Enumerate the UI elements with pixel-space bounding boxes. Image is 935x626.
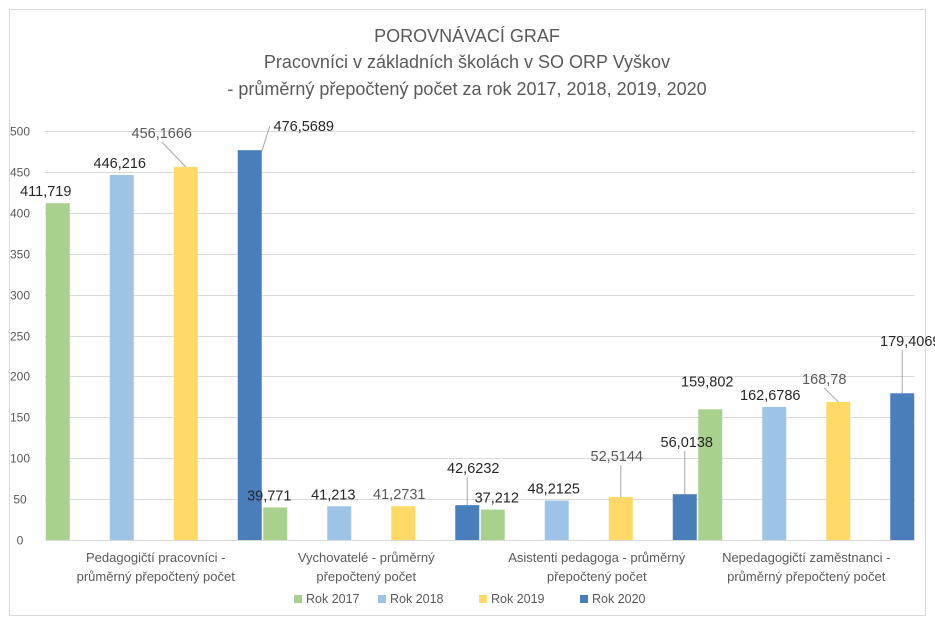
data-label: 41,213 xyxy=(311,487,355,503)
y-tick-label: 50 xyxy=(13,493,27,507)
bar xyxy=(237,150,262,541)
legend-label: Rok 2020 xyxy=(592,592,646,606)
data-label: 56,0138 xyxy=(661,435,713,451)
bar xyxy=(480,509,505,540)
y-tick-label: 200 xyxy=(10,370,30,384)
y-tick-label: 450 xyxy=(10,166,30,180)
bar xyxy=(544,500,569,540)
bar xyxy=(890,393,915,540)
legend-swatch xyxy=(294,595,302,603)
bar xyxy=(608,497,633,540)
data-label: 168,78 xyxy=(802,372,846,388)
x-tick-label: přepočtený počet xyxy=(547,569,647,584)
y-tick-label: 500 xyxy=(10,125,30,139)
chart-subtitle-line: Pracovníci v základních školách v SO ORP… xyxy=(264,52,670,72)
legend-label: Rok 2017 xyxy=(306,592,360,606)
bars xyxy=(45,150,915,541)
legend-swatch xyxy=(580,595,588,603)
x-tick-label: Vychovatelé - průměrný xyxy=(298,550,435,565)
x-axis-ticks: Pedagogičtí pracovníci - průměrný přepočt… xyxy=(77,550,891,584)
bar xyxy=(263,507,288,540)
data-label: 52,5144 xyxy=(591,449,643,465)
data-labels: 411,719 39,771 37,212 159,802 446,216 41,213 4… xyxy=(20,119,935,506)
data-label: 446,216 xyxy=(94,156,146,172)
data-label: 159,802 xyxy=(681,374,733,390)
x-tick-label: průměrný přepočtený počet xyxy=(727,569,886,584)
chart-title: POROVNÁVACÍ GRAF Pracovníci v základních … xyxy=(227,26,706,99)
legend-swatch xyxy=(479,595,487,603)
data-label: 476,5689 xyxy=(274,119,334,135)
data-label: 41,2731 xyxy=(373,487,425,503)
y-axis-ticks: 0 50 100 150 200 250 300 350 400 450 500 xyxy=(10,125,30,548)
bar xyxy=(327,506,352,540)
data-label: 39,771 xyxy=(247,488,291,504)
legend-swatch xyxy=(378,595,386,603)
leader-line xyxy=(261,126,271,152)
x-tick-label: Pedagogičtí pracovníci - xyxy=(86,550,225,565)
y-tick-label: 250 xyxy=(10,330,30,344)
bar xyxy=(762,406,787,540)
data-label: 411,719 xyxy=(20,184,71,200)
bar xyxy=(698,409,723,540)
legend: Rok 2017 Rok 2018 Rok 2019 Rok 2020 xyxy=(294,592,646,606)
data-label: 37,212 xyxy=(475,491,519,507)
y-tick-label: 150 xyxy=(10,411,30,425)
data-label: 179,4069 xyxy=(880,334,935,350)
y-tick-label: 400 xyxy=(10,207,30,221)
y-tick-label: 350 xyxy=(10,248,30,262)
y-tick-label: 100 xyxy=(10,452,30,466)
x-tick-label: přepočtený počet xyxy=(316,569,416,584)
bar xyxy=(109,174,134,541)
legend-label: Rok 2018 xyxy=(390,592,444,606)
x-tick-label: Nepedagogičtí zaměstnanci - xyxy=(722,550,890,565)
x-tick-label: Asistenti pedagoga - průměrný xyxy=(508,550,686,565)
bar xyxy=(45,203,70,540)
data-label: 456,1666 xyxy=(132,126,192,142)
bar xyxy=(826,401,851,540)
chart-title-line: POROVNÁVACÍ GRAF xyxy=(374,26,560,46)
bar xyxy=(455,505,480,540)
bar xyxy=(672,494,697,540)
data-label: 42,6232 xyxy=(447,461,499,477)
leader-line xyxy=(823,387,839,403)
chart-subtitle-line: - průměrný přepočtený počet za rok 2017,… xyxy=(227,79,706,99)
data-label: 162,6786 xyxy=(740,388,800,404)
bar xyxy=(173,166,198,541)
legend-label: Rok 2019 xyxy=(491,592,545,606)
leader-line xyxy=(161,141,187,168)
y-tick-label: 300 xyxy=(10,289,30,303)
label-leader-lines xyxy=(161,126,903,506)
y-tick-label: 0 xyxy=(17,534,24,548)
data-label: 48,2125 xyxy=(528,482,580,498)
x-tick-label: průměrný přepočtený počet xyxy=(77,569,236,584)
bar xyxy=(391,506,416,540)
